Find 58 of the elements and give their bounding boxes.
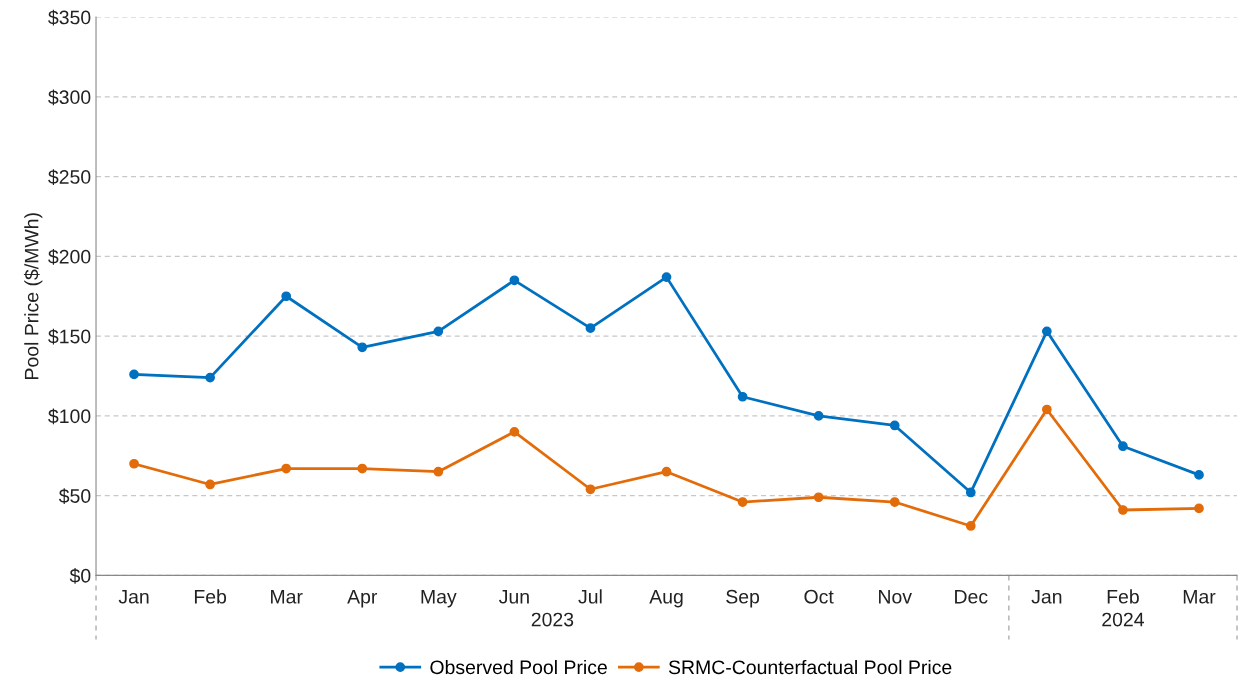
x-tick-label: Dec (955, 590, 988, 604)
point (1118, 441, 1128, 452)
x-tick-label: May (421, 590, 457, 608)
point (509, 426, 520, 437)
point (889, 420, 900, 431)
point (1041, 404, 1052, 415)
y-tick-label: $0 (69, 568, 91, 584)
point (661, 466, 672, 477)
y-tick-label: $300 (48, 89, 91, 106)
x-tick-label: Feb (1107, 589, 1139, 604)
text: 2023 (531, 612, 574, 627)
point (433, 326, 444, 337)
legend-label: Observed Pool Price (430, 659, 607, 675)
point (661, 272, 672, 282)
y-tick-label: $150 (48, 328, 91, 345)
point (433, 466, 444, 477)
y-tick-label: $250 (48, 169, 91, 186)
x-tick-label: Jul (578, 589, 602, 604)
point (281, 291, 292, 302)
point (585, 323, 596, 334)
x-tick-label: Mar (1183, 590, 1216, 604)
x-tick-label: Jan (118, 590, 149, 604)
legend-label: SRMC-Counterfactual Pool Price (668, 659, 952, 675)
point (205, 479, 215, 490)
point (965, 521, 976, 531)
y-tick-label: $100 (48, 408, 91, 425)
x-tick-label: Nov (879, 590, 912, 604)
y-tick-label: $350 (48, 9, 91, 26)
point (813, 492, 824, 503)
x-tick-label: Mar (271, 590, 303, 604)
point (1194, 470, 1204, 480)
y-tick-label: $50 (58, 488, 91, 505)
point (585, 484, 596, 495)
point (509, 275, 520, 286)
x-tick-label: Sep (726, 589, 760, 608)
x-tick-label: Jan (1031, 590, 1062, 604)
point (813, 411, 824, 421)
x-tick-label: Aug (649, 590, 683, 608)
y-tick-label: $200 (48, 249, 91, 265)
point (737, 497, 748, 507)
point (965, 487, 976, 498)
point (129, 458, 139, 469)
y-axis-title: Pool Price ($/MWh) (23, 213, 43, 379)
point (1118, 505, 1128, 515)
point (357, 463, 368, 474)
text: 2024 (1102, 612, 1144, 627)
point (737, 391, 748, 402)
x-tick-label: Jun (499, 590, 529, 604)
x-tick-label: Oct (804, 589, 834, 604)
point (129, 369, 139, 380)
x-tick-label: Feb (194, 589, 227, 604)
point (357, 342, 368, 353)
point (1194, 503, 1204, 514)
point (281, 463, 292, 474)
x-tick-label: Apr (347, 590, 378, 608)
point (1041, 326, 1052, 337)
point (205, 372, 215, 383)
point (889, 497, 900, 507)
